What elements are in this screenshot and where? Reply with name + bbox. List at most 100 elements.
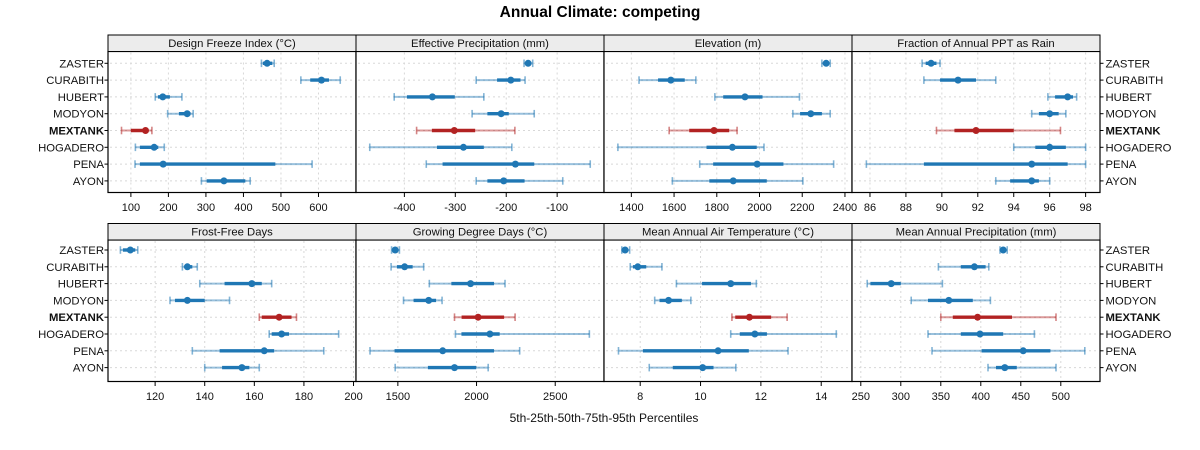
axis-tick-label: 500 xyxy=(272,202,290,214)
panel-strip-title: Mean Annual Air Temperature (°C) xyxy=(642,227,814,239)
plot-area xyxy=(852,51,1100,193)
median-dot xyxy=(474,313,482,321)
median-dot xyxy=(278,330,286,338)
chart-title: Annual Climate: competing xyxy=(499,4,701,21)
axis-tick-label: -100 xyxy=(546,202,568,214)
axis-tick-label: 2000 xyxy=(747,202,771,214)
median-dot xyxy=(714,347,722,355)
median-dot xyxy=(142,127,150,134)
median-dot xyxy=(999,246,1007,254)
median-dot xyxy=(753,160,761,168)
axis-tick-label: -200 xyxy=(495,202,517,214)
axis-tick-label: 200 xyxy=(159,202,177,214)
panel-strip-title: Mean Annual Precipitation (mm) xyxy=(896,227,1057,239)
site-label-left: AYON xyxy=(73,363,104,375)
axis-tick-label: 400 xyxy=(972,391,990,403)
axis-tick-label: 100 xyxy=(122,202,140,214)
median-dot xyxy=(467,280,475,288)
axis-tick-label: 1600 xyxy=(662,202,686,214)
axis-tick-label: 90 xyxy=(936,202,948,214)
site-label-right: HOGADERO xyxy=(1106,142,1172,154)
axis-tick-label: 10 xyxy=(694,391,706,403)
site-label-right: MODYON xyxy=(1106,295,1157,307)
site-label-left: MODYON xyxy=(53,295,104,307)
site-label-right: CURABITH xyxy=(1106,262,1164,274)
site-label-left: MEXTANK xyxy=(49,125,105,137)
plot-area xyxy=(604,240,852,382)
site-label-right: HUBERT xyxy=(1106,279,1152,291)
median-dot xyxy=(451,364,459,372)
site-label-left: ZASTER xyxy=(59,245,104,257)
plot-area xyxy=(356,240,604,382)
panel-strip-title: Elevation (m) xyxy=(695,38,762,50)
axis-tick-label: 8 xyxy=(637,391,643,403)
median-dot xyxy=(954,76,962,84)
site-label-left: PENA xyxy=(73,346,104,358)
site-label-right: MEXTANK xyxy=(1106,125,1162,137)
median-dot xyxy=(159,93,167,101)
median-dot xyxy=(699,364,707,372)
site-label-left: HOGADERO xyxy=(38,329,104,341)
site-label-right: MODYON xyxy=(1106,109,1157,121)
median-dot xyxy=(710,127,718,134)
axis-tick-label: 96 xyxy=(1044,202,1056,214)
site-label-left: HUBERT xyxy=(58,279,104,291)
median-dot xyxy=(238,364,246,372)
site-label-right: AYON xyxy=(1106,363,1137,375)
axis-tick-label: 200 xyxy=(344,391,362,403)
median-dot xyxy=(275,313,283,321)
axis-tick-label: 1800 xyxy=(705,202,729,214)
median-dot xyxy=(887,280,895,288)
median-dot xyxy=(159,160,167,168)
axis-tick-label: 600 xyxy=(309,202,327,214)
median-dot xyxy=(183,296,191,304)
axis-tick-label: 250 xyxy=(852,391,870,403)
plot-area xyxy=(108,51,356,193)
median-dot xyxy=(745,313,753,321)
site-label-left: AYON xyxy=(73,176,104,188)
axis-tick-label: 88 xyxy=(900,202,912,214)
axis-tick-label: 450 xyxy=(1012,391,1030,403)
percentile-caption: 5th-25th-50th-75th-95th Percentiles xyxy=(509,411,699,425)
site-label-right: HUBERT xyxy=(1106,92,1152,104)
median-dot xyxy=(391,246,399,254)
median-dot xyxy=(974,313,982,321)
median-dot xyxy=(459,143,467,151)
axis-tick-label: 2000 xyxy=(464,391,488,403)
median-dot xyxy=(667,76,675,84)
median-dot xyxy=(497,110,505,118)
axis-tick-label: -300 xyxy=(444,202,466,214)
median-dot xyxy=(1064,93,1072,101)
median-dot xyxy=(807,110,815,118)
median-dot xyxy=(248,280,256,288)
median-dot xyxy=(970,263,978,271)
axis-tick-label: 500 xyxy=(1052,391,1070,403)
site-label-left: CURABITH xyxy=(46,262,104,274)
site-label-left: HUBERT xyxy=(58,92,104,104)
median-dot xyxy=(524,59,532,67)
site-label-right: ZASTER xyxy=(1106,245,1151,257)
axis-tick-label: 180 xyxy=(295,391,313,403)
median-dot xyxy=(1046,143,1054,151)
axis-tick-label: 86 xyxy=(864,202,876,214)
site-label-left: MODYON xyxy=(53,109,104,121)
median-dot xyxy=(263,59,271,67)
median-dot xyxy=(1028,177,1036,185)
median-dot xyxy=(260,347,268,355)
site-label-right: ZASTER xyxy=(1106,58,1151,70)
panel-strip xyxy=(851,34,1101,52)
median-dot xyxy=(751,330,759,338)
axis-tick-label: -400 xyxy=(393,202,415,214)
panel-strip-title: Effective Precipitation (mm) xyxy=(411,38,549,50)
axis-tick-label: 2500 xyxy=(543,391,567,403)
median-dot xyxy=(425,296,433,304)
axis-tick-label: 120 xyxy=(146,391,164,403)
site-label-right: HOGADERO xyxy=(1106,329,1172,341)
axis-tick-label: 160 xyxy=(245,391,263,403)
axis-tick-label: 140 xyxy=(196,391,214,403)
panel-strip-title: Growing Degree Days (°C) xyxy=(413,227,548,239)
axis-tick-label: 400 xyxy=(234,202,252,214)
axis-tick-label: 300 xyxy=(197,202,215,214)
